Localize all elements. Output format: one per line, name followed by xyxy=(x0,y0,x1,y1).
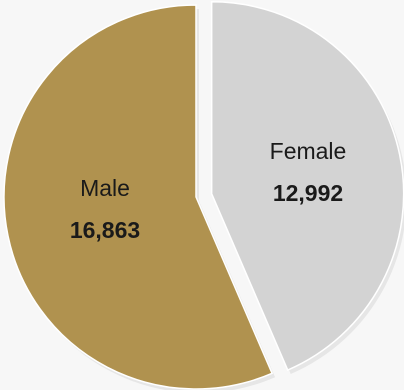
pie-slice-female xyxy=(210,1,404,372)
slice-label-male: Male xyxy=(80,175,130,201)
slice-label-female: Female xyxy=(270,138,347,164)
slice-value-female: 12,992 xyxy=(273,180,343,206)
pie-slice-male xyxy=(3,4,274,390)
slice-value-male: 16,863 xyxy=(70,217,140,243)
